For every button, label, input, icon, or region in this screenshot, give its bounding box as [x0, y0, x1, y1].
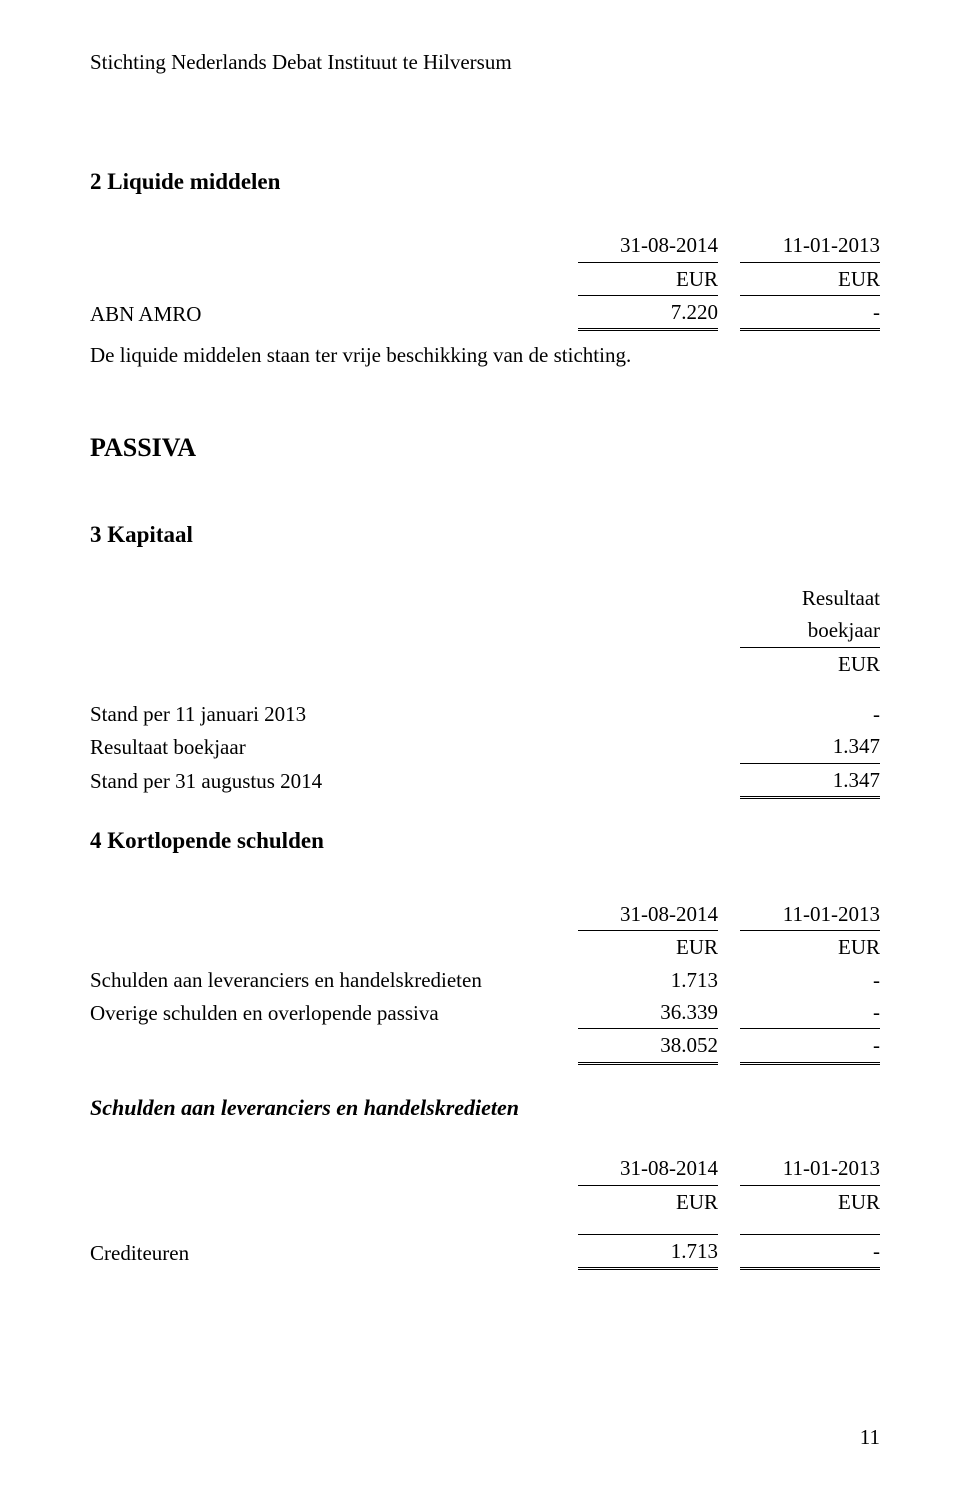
s2-col2-cur: EUR: [740, 262, 880, 295]
s4-r1-v1: 1.713: [578, 964, 718, 996]
section2-table: 31-08-2014 11-01-2013 EUR EUR ABN AMRO 7…: [90, 229, 880, 331]
section2-heading: 2 Liquide middelen: [90, 166, 880, 197]
s4-col1-date: 31-08-2014: [578, 898, 718, 931]
subsection-table: 31-08-2014 11-01-2013 EUR EUR Crediteure…: [90, 1152, 880, 1270]
s4-r2-v1: 36.339: [578, 996, 718, 1029]
stand-begin-val: -: [740, 698, 880, 730]
s3-colhead-l1: Resultaat: [740, 582, 880, 614]
section4-heading: 4 Kortlopende schulden: [90, 825, 880, 856]
passiva-heading: PASSIVA: [90, 430, 880, 465]
section3-table: Resultaat boekjaar EUR Stand per 11 janu…: [90, 582, 880, 799]
s4-r2-v2: -: [740, 996, 880, 1029]
page-number: 11: [860, 1423, 880, 1451]
s3-cur: EUR: [740, 647, 880, 680]
s2-col1-cur: EUR: [578, 262, 718, 295]
section2-note: De liquide middelen staan ter vrije besc…: [90, 341, 880, 369]
sub-col1-cur: EUR: [578, 1185, 718, 1218]
abn-val1: 7.220: [578, 296, 718, 330]
section4-table: 31-08-2014 11-01-2013 EUR EUR Schulden a…: [90, 898, 880, 1065]
s4-r2-label: Overige schulden en overlopende passiva: [90, 996, 578, 1029]
s4-col1-cur: EUR: [578, 931, 718, 964]
s4-total-v1: 38.052: [578, 1029, 718, 1063]
resultaat-label: Resultaat boekjaar: [90, 730, 740, 763]
sub-col1-date: 31-08-2014: [578, 1152, 718, 1185]
s4-r1-v2: -: [740, 964, 880, 996]
section3-heading: 3 Kapitaal: [90, 519, 880, 550]
s4-col2-date: 11-01-2013: [740, 898, 880, 931]
resultaat-val: 1.347: [740, 730, 880, 763]
crediteuren-v1: 1.713: [578, 1235, 718, 1269]
stand-end-val: 1.347: [740, 763, 880, 797]
s3-colhead-l2: boekjaar: [740, 614, 880, 647]
crediteuren-v2: -: [740, 1235, 880, 1269]
s4-r1-label: Schulden aan leveranciers en handelskred…: [90, 964, 578, 996]
s2-col2-date: 11-01-2013: [740, 229, 880, 262]
s4-total-v2: -: [740, 1029, 880, 1063]
stand-end-label: Stand per 31 augustus 2014: [90, 763, 740, 797]
s4-col2-cur: EUR: [740, 931, 880, 964]
abn-val2: -: [740, 296, 880, 330]
stand-begin-label: Stand per 11 januari 2013: [90, 698, 740, 730]
s2-col1-date: 31-08-2014: [578, 229, 718, 262]
org-header: Stichting Nederlands Debat Instituut te …: [90, 48, 880, 76]
subsection-heading: Schulden aan leveranciers en handelskred…: [90, 1093, 880, 1123]
sub-col2-date: 11-01-2013: [740, 1152, 880, 1185]
abn-label: ABN AMRO: [90, 296, 578, 330]
sub-col2-cur: EUR: [740, 1185, 880, 1218]
page: Stichting Nederlands Debat Instituut te …: [0, 0, 960, 1487]
crediteuren-label: Crediteuren: [90, 1235, 578, 1269]
